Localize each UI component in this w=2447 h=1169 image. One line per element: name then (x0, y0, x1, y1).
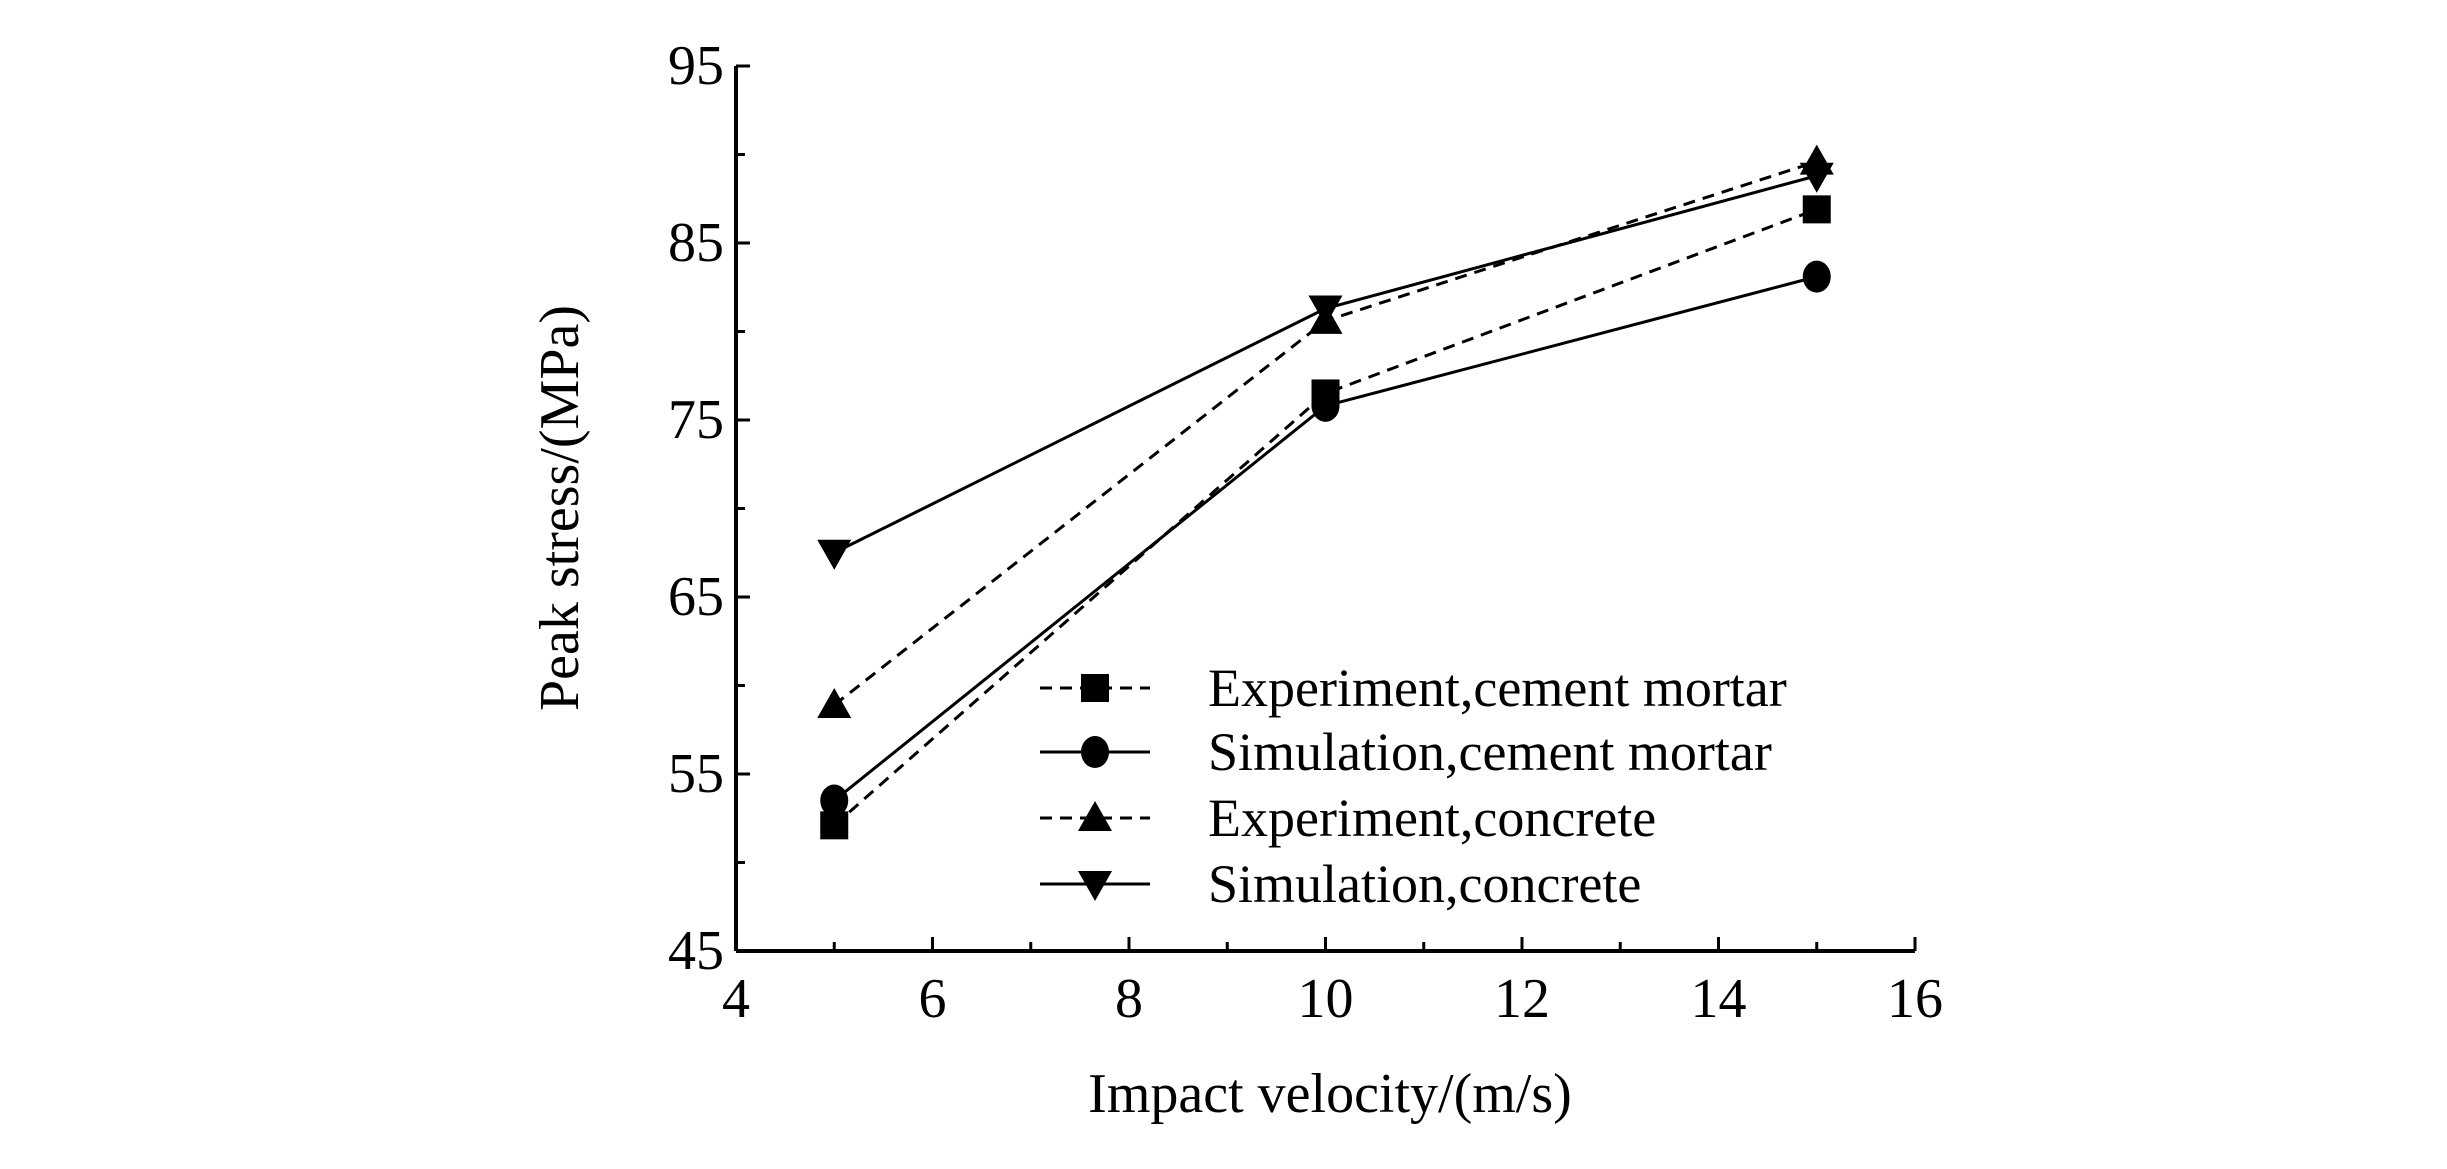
data-point (817, 539, 852, 570)
series-group (817, 144, 1834, 840)
y-tick-label: 45 (668, 920, 724, 982)
x-tick-label: 8 (1115, 968, 1143, 1030)
legend-marker (1078, 801, 1112, 831)
y-tick-label: 55 (668, 743, 724, 805)
y-tick-label: 95 (668, 35, 724, 97)
y-tick-label: 85 (668, 212, 724, 274)
data-point (1799, 162, 1834, 193)
x-tick-label: 14 (1691, 968, 1747, 1030)
legend-label: Experiment,concrete (1208, 788, 1656, 848)
y-tick-label: 75 (668, 389, 724, 451)
legend: Experiment,cement mortarSimulation,cemen… (1040, 658, 1787, 914)
series-line (833, 160, 1818, 707)
x-tick-label: 16 (1887, 968, 1943, 1030)
x-tick-label: 6 (919, 968, 947, 1030)
legend-marker (1081, 674, 1109, 702)
series-simulation-cement-mortar (820, 260, 1831, 817)
y-tick-label: 65 (668, 566, 724, 628)
x-tick-label: 12 (1494, 968, 1550, 1030)
data-point (820, 784, 849, 817)
series-simulation-concrete (817, 162, 1834, 570)
data-point (1308, 295, 1343, 326)
series-line (833, 174, 1818, 555)
data-point (817, 687, 852, 718)
legend-label: Simulation,cement mortar (1208, 722, 1772, 782)
data-point (1311, 389, 1340, 422)
legend-marker (1078, 871, 1112, 901)
data-point (1802, 195, 1831, 224)
legend-label: Simulation,concrete (1208, 854, 1641, 914)
series-experiment-concrete (817, 144, 1834, 718)
legend-marker (1081, 736, 1109, 768)
x-tick-label: 4 (722, 968, 750, 1030)
x-tick-label: 10 (1298, 968, 1354, 1030)
legend-label: Experiment,cement mortar (1208, 658, 1787, 718)
data-point (1802, 260, 1831, 293)
y-axis-label: Peak stress/(MPa) (529, 305, 591, 711)
series-line (833, 207, 1818, 827)
x-axis-label: Impact velocity/(m/s) (1088, 1063, 1572, 1125)
axes: 4 6 8 10 12 14 16 45 55 65 75 85 95 (668, 35, 1943, 1030)
